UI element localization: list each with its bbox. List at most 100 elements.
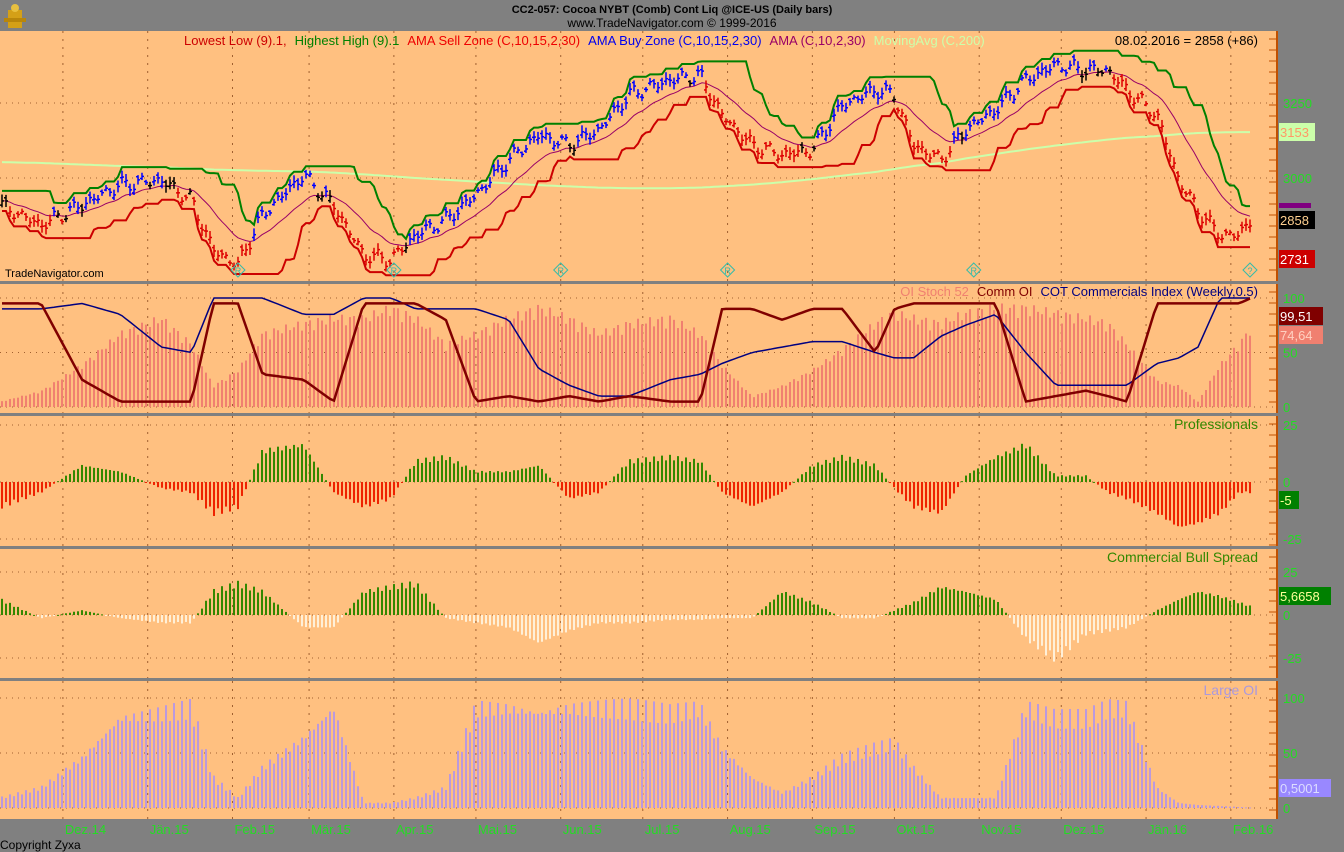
histogram-bar: [457, 461, 459, 482]
histogram-bar: [849, 750, 851, 808]
histogram-bar: [1177, 802, 1179, 808]
histogram-bar: [1005, 765, 1007, 808]
histogram-bar: [365, 592, 367, 615]
y-tick-label: 25: [1283, 418, 1297, 433]
histogram-bar: [809, 600, 811, 615]
histogram-bar: [617, 473, 619, 482]
price-bar: [556, 140, 560, 149]
histogram-bar: [985, 463, 987, 482]
price-bar: [804, 148, 808, 157]
histogram-bar: [501, 472, 503, 482]
oi-stoch-bar: [81, 368, 83, 407]
histogram-bar: [1053, 615, 1055, 662]
histogram-bar: [933, 791, 935, 808]
histogram-bar: [1037, 455, 1039, 482]
histogram-bar: [305, 449, 307, 482]
histogram-bar: [197, 482, 199, 501]
histogram-bar: [305, 615, 307, 628]
histogram-bar: [477, 717, 479, 808]
histogram-bar: [621, 698, 623, 808]
histogram-bar: [417, 796, 419, 808]
histogram-bar: [1229, 482, 1231, 501]
histogram-bar: [573, 703, 575, 808]
oi-stoch-bar: [101, 349, 103, 407]
oi-stoch-bar: [645, 323, 647, 407]
histogram-bar: [1177, 600, 1179, 615]
oi-stoch-bar: [1201, 394, 1203, 407]
histogram-bar: [237, 580, 239, 615]
histogram-bar: [461, 751, 463, 808]
histogram-bar: [509, 471, 511, 482]
price-bar: [448, 209, 452, 221]
histogram-bar: [653, 456, 655, 482]
histogram-bar: [501, 615, 503, 626]
price-bar: [1060, 67, 1064, 73]
histogram-bar: [777, 790, 779, 808]
histogram-bar: [781, 793, 783, 808]
histogram-bar: [153, 615, 155, 622]
price-bar: [1204, 212, 1208, 226]
oi-stoch-bar: [317, 318, 319, 407]
oi-stoch-bar: [185, 337, 187, 407]
histogram-bar: [145, 721, 147, 808]
price-bar: [332, 202, 336, 216]
oi-stoch-bar: [1089, 315, 1091, 407]
histogram-bar: [1221, 598, 1223, 615]
price-bar: [800, 142, 804, 153]
histogram-bar: [161, 482, 163, 488]
price-bar: [852, 94, 856, 100]
oi-stoch-bar: [1237, 351, 1239, 407]
price-bar: [108, 188, 112, 197]
price-bar: [796, 144, 800, 158]
histogram-bar: [1165, 605, 1167, 615]
histogram-bar: [1205, 594, 1207, 615]
oi-stoch-bar: [341, 314, 343, 407]
histogram-bar: [873, 463, 875, 482]
histogram-bar: [785, 790, 787, 808]
histogram-bar: [953, 797, 955, 808]
price-bar: [1208, 209, 1212, 223]
histogram-bar: [529, 711, 531, 808]
histogram-bar: [525, 713, 527, 808]
histogram-bar: [849, 456, 851, 482]
signal-marker-icon: [719, 262, 736, 278]
histogram-bar: [1201, 482, 1203, 523]
histogram-bar: [153, 482, 155, 485]
histogram-bar: [337, 615, 339, 623]
histogram-bar: [1209, 805, 1211, 808]
histogram-bar: [625, 615, 627, 622]
price-bar: [736, 127, 740, 137]
histogram-bar: [129, 475, 131, 482]
histogram-bar: [1085, 475, 1087, 482]
histogram-bar: [1149, 482, 1151, 511]
histogram-bar: [261, 449, 263, 482]
histogram-bar: [313, 729, 315, 808]
histogram-bar: [813, 779, 815, 808]
oi-stoch-bar: [393, 307, 395, 407]
histogram-bar: [1109, 615, 1111, 632]
oi-stoch-bar: [1045, 307, 1047, 407]
y-tick-label: 3250: [1283, 96, 1312, 111]
histogram-bar: [501, 714, 503, 808]
histogram-bar: [369, 589, 371, 615]
histogram-bar: [737, 615, 739, 619]
oi-stoch-bar: [245, 360, 247, 407]
price-bar: [472, 194, 476, 203]
histogram-bar: [733, 615, 735, 619]
histogram-bar: [9, 482, 11, 506]
lowest-low-line: [2, 85, 1250, 277]
oi-stoch-bar: [753, 397, 755, 407]
price-bar: [816, 130, 820, 139]
price-bar: [76, 201, 80, 215]
oi-stoch-bar: [585, 326, 587, 407]
price-bar: [576, 134, 580, 147]
histogram-bar: [325, 480, 327, 482]
histogram-bar: [813, 466, 815, 482]
histogram-bar: [481, 470, 483, 482]
histogram-bar: [57, 773, 59, 808]
histogram-bar: [1101, 615, 1103, 633]
oi-stoch-bar: [25, 395, 27, 407]
histogram-bar: [717, 482, 719, 487]
oi-stoch-bar: [461, 335, 463, 407]
histogram-bar: [293, 742, 295, 808]
